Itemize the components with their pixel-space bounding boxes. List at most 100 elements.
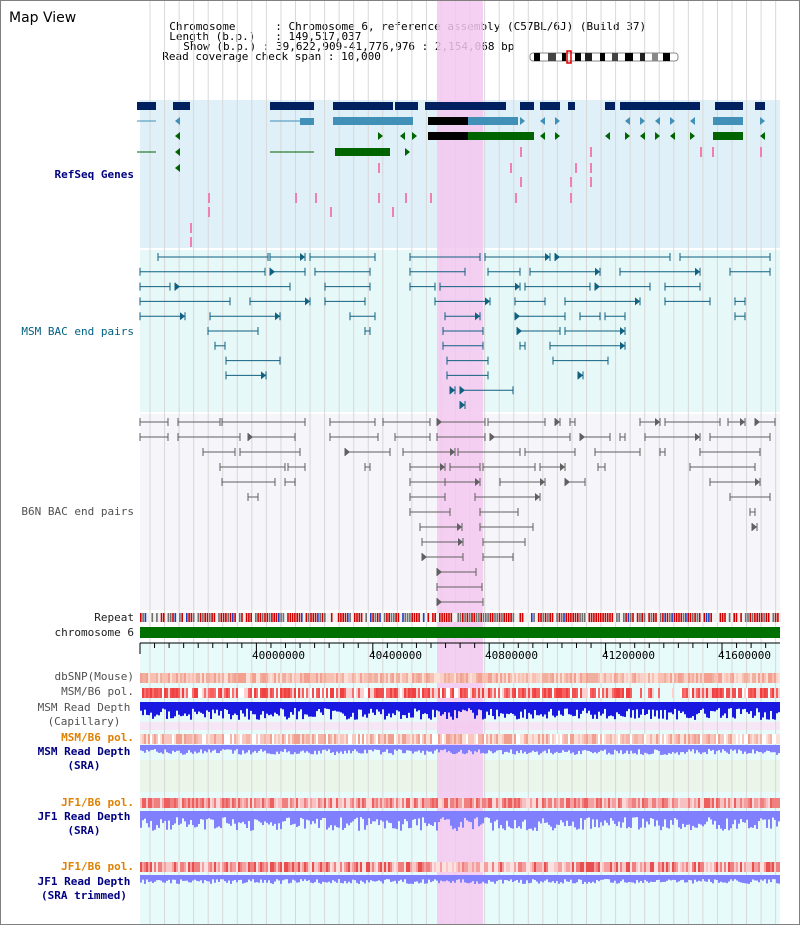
msm-pol-cell: [212, 688, 214, 698]
jf1-trim-depth-bar: [550, 875, 552, 883]
msm-pol-cell: [432, 688, 434, 698]
gene-exon: [428, 132, 468, 140]
repeat-mark: [218, 613, 220, 622]
jf1-sra-depth-bar: [558, 811, 560, 825]
msm-pol-sra-cell: [606, 734, 608, 744]
dbsnp-cell: [230, 673, 232, 683]
msm-pol-sra-cell: [734, 734, 736, 744]
msm-sra-depth-bar: [740, 745, 742, 751]
msm-pol-cell: [720, 688, 722, 698]
jf1-pol-trim-cell: [358, 862, 360, 872]
msm-pol-cell: [330, 688, 332, 698]
msm-sra-depth-bar: [188, 745, 190, 751]
jf1-trim-depth-bar: [736, 875, 738, 881]
jf1-sra-depth-bar: [230, 811, 232, 826]
msm-pol-cell: [758, 688, 760, 698]
gene-minor-mark: [190, 223, 192, 233]
msm-pol-sra-cell: [224, 734, 226, 744]
msm-pair-arrow: [620, 341, 625, 350]
b6n-pair-arrow: [422, 553, 427, 561]
msm-pol-cell: [550, 688, 552, 698]
jf1-trim-depth-bar: [622, 875, 624, 880]
msm-cap-depth-bar: [318, 702, 320, 710]
jf1-pol-trim-cell: [374, 862, 376, 872]
msm-cap-depth-bar: [336, 702, 338, 712]
msm-pol-sra-cell: [330, 734, 332, 744]
repeat-mark: [512, 613, 515, 622]
msm-pol-cell: [304, 688, 306, 698]
dbsnp-cell: [386, 673, 388, 683]
msm-bac-pairs[interactable]: [139, 253, 771, 409]
jf1-pol-cell: [528, 798, 530, 808]
msm-depth-sra-line2: (SRA): [67, 759, 101, 772]
chromosome-ideogram[interactable]: [529, 50, 679, 64]
dbsnp-cell: [144, 673, 146, 683]
jf1-pol-trim-cell: [726, 862, 728, 872]
msm-sra-depth-bar: [764, 745, 766, 753]
jf1-pol-cell: [310, 798, 312, 808]
highlight-band: [437, 0, 483, 925]
repeat-mark: [149, 613, 151, 622]
b6n-bac-pairs[interactable]: [139, 418, 776, 606]
dbsnp-cell: [312, 673, 314, 683]
msm-sra-depth-bar: [602, 745, 604, 751]
dbsnp-cell: [376, 673, 378, 683]
gene-minor-mark: [520, 147, 522, 157]
jf1-trim-depth-bar: [234, 875, 236, 880]
msm-sra-depth-bar: [698, 745, 700, 753]
msm-sra-depth-bar: [548, 745, 550, 750]
msm-pol-cell: [622, 688, 624, 698]
refseq-gene-features[interactable]: [137, 102, 765, 247]
msm-pol-cell: [378, 688, 380, 698]
jf1-pol-cell: [200, 798, 202, 808]
highlight-region[interactable]: [437, 0, 483, 925]
dbsnp-cell: [506, 673, 508, 683]
jf1-pol-trim-cell: [754, 862, 756, 872]
msm-pol-sra-cell: [238, 734, 240, 744]
msm-sra-depth-bar: [326, 745, 328, 752]
jf1-pol-trim-cell: [394, 862, 396, 872]
jf1-trim-depth-bar: [350, 875, 352, 884]
jf1-trim-depth-bar: [482, 875, 484, 882]
jf1-sra-depth-bar: [366, 811, 368, 826]
gene-arrow: [175, 102, 180, 110]
msm-sra-depth-bar: [398, 745, 400, 750]
msm-pol-cell: [168, 688, 170, 698]
msm-cap-depth-bar: [630, 702, 632, 718]
jf1-pol-trim-cell: [468, 862, 470, 872]
dbsnp-cell: [462, 673, 464, 683]
repeat-mark: [213, 613, 216, 622]
jf1-pol-trim-cell: [260, 862, 262, 872]
jf1-pol-trim-cell: [710, 862, 712, 872]
jf1-pol-cell: [534, 798, 536, 808]
jf1-trim-depth-bar: [420, 875, 422, 883]
jf1-trim-depth-bar: [238, 875, 240, 881]
msm-sra-depth-bar: [296, 745, 298, 754]
msm-sra-depth-bar: [424, 745, 426, 755]
jf1-sra-depth-bar: [776, 811, 778, 827]
msm-pol-sra-cell: [616, 734, 618, 744]
repeat-mark: [243, 613, 246, 622]
msm-pol-sra-cell: [584, 734, 586, 744]
jf1-pol-cell: [764, 798, 766, 808]
jf1-pol-trim-cell: [250, 862, 252, 872]
jf1-trim-depth-bar: [442, 875, 444, 882]
msm-pair-arrow: [485, 297, 490, 306]
msm-sra-depth-bar: [498, 745, 500, 751]
jf1-trim-depth-bar: [604, 875, 606, 880]
jf1-pol-trim-cell: [586, 862, 588, 872]
msm-cap-depth-bar: [722, 702, 724, 716]
msm-sra-depth-bar: [144, 745, 146, 753]
msm-cap-depth-bar: [742, 702, 744, 710]
dbsnp-cell: [522, 673, 524, 683]
msm-pol-cell: [424, 688, 426, 698]
jf1-pol-cell: [692, 798, 694, 808]
msm-pol-sra-cell: [472, 734, 474, 744]
msm-cap-depth-bar: [558, 702, 560, 711]
msm-sra-depth-bar: [448, 745, 450, 751]
msm-cap-depth-bar: [704, 702, 706, 714]
msm-sra-depth-bar: [524, 745, 526, 752]
repeat-mark: [574, 613, 577, 622]
dbsnp-cell: [358, 673, 360, 683]
